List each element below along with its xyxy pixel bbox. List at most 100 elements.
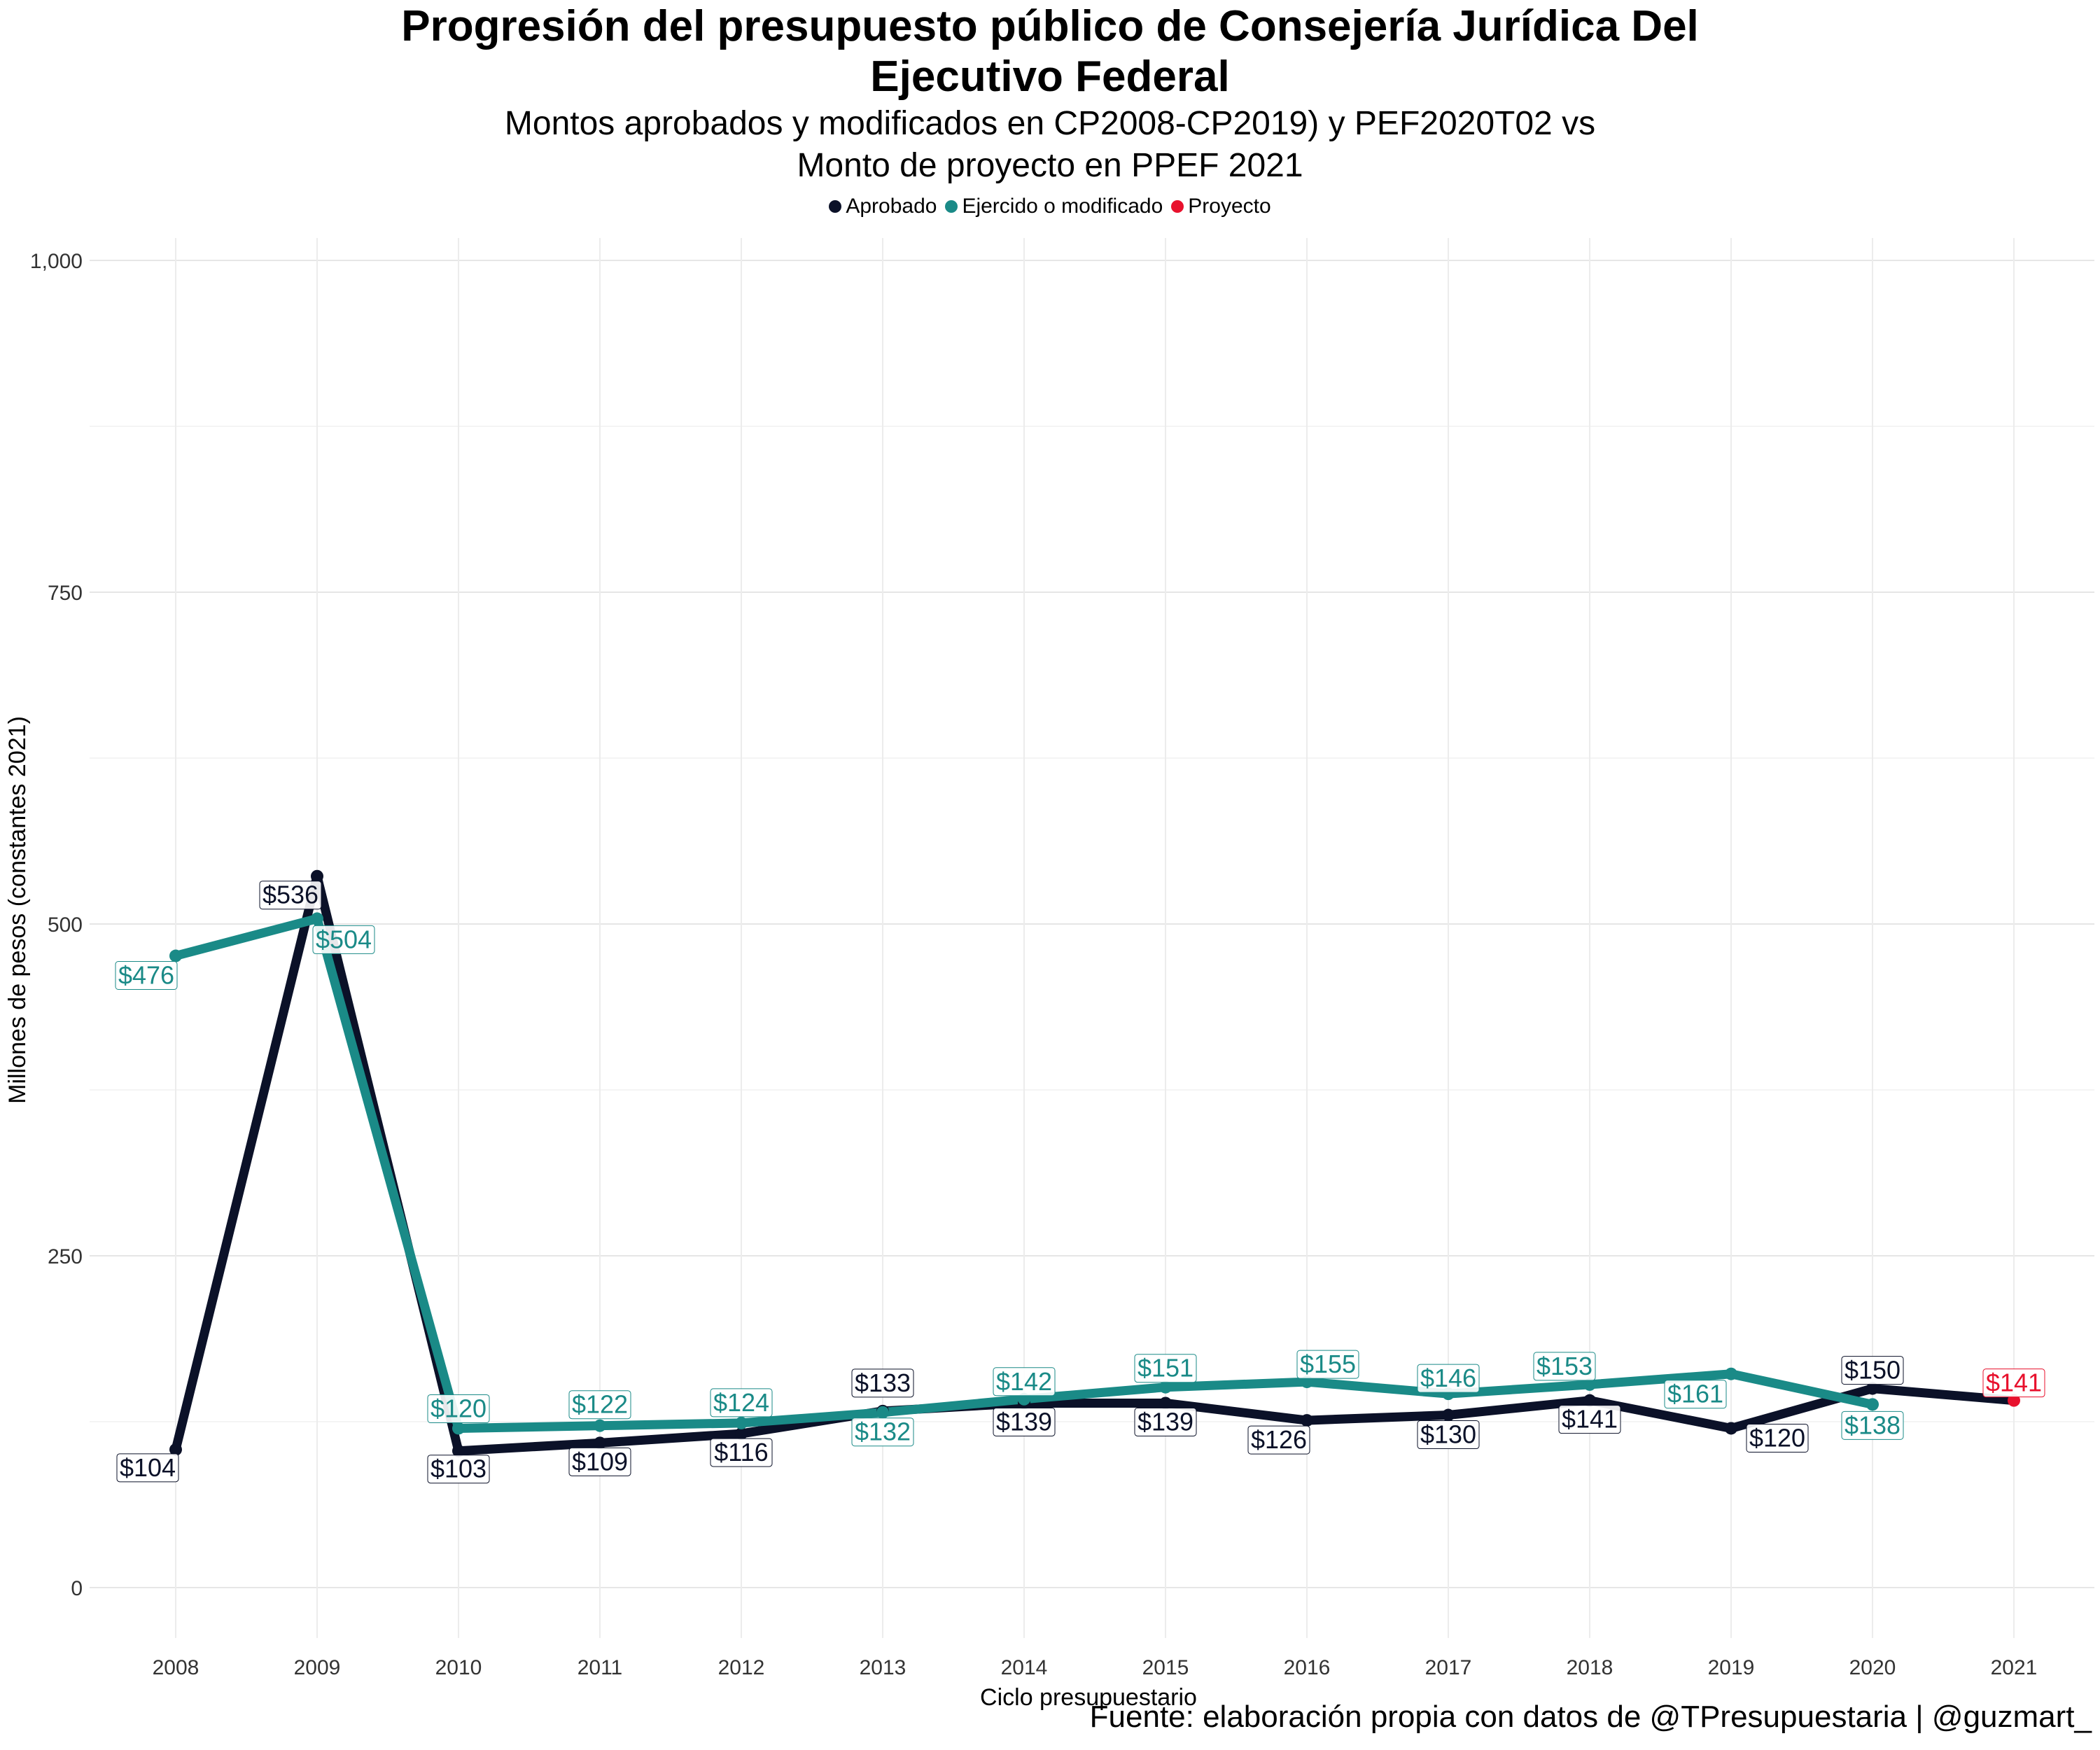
data-label-box	[993, 1367, 1056, 1396]
data-label-box	[1296, 1350, 1359, 1379]
x-tick-label: 2009	[294, 1656, 341, 1679]
data-label-box	[1134, 1354, 1197, 1383]
data-point	[1866, 1398, 1879, 1411]
data-label-box	[1417, 1364, 1480, 1393]
data-label-box	[115, 961, 178, 990]
y-tick-label: 500	[48, 913, 83, 937]
data-point	[1583, 1394, 1596, 1407]
data-point	[594, 1436, 606, 1450]
data-label: $120	[1749, 1423, 1805, 1452]
x-tick-label: 2017	[1425, 1656, 1472, 1679]
data-label: $161	[1667, 1380, 1723, 1408]
data-label-box	[427, 1394, 490, 1423]
x-tick-label: 2010	[435, 1656, 482, 1679]
data-point	[169, 1443, 182, 1456]
chart-title: Progresión del presupuesto público de Co…	[401, 2, 1699, 50]
y-tick-label: 1,000	[30, 250, 83, 273]
data-label: $139	[1138, 1407, 1194, 1436]
data-label: $103	[430, 1455, 486, 1483]
data-point	[735, 1416, 748, 1429]
legend-label-aprobado: Aprobado	[846, 195, 937, 218]
data-label: $141	[1986, 1368, 2042, 1397]
data-point	[876, 1406, 889, 1419]
legend-item-ejercido: Ejercido o modificado	[945, 195, 1163, 218]
chart-title-line-2: Ejecutivo Federal	[870, 52, 1230, 101]
data-label: $116	[714, 1438, 768, 1466]
data-label-box	[1247, 1425, 1310, 1455]
x-tick-label: 2015	[1142, 1656, 1189, 1679]
data-label: $139	[996, 1407, 1052, 1436]
data-label-box	[259, 881, 322, 910]
x-axis-label: Ciclo presupuestario	[980, 1684, 1197, 1711]
x-tick-label: 2011	[578, 1656, 623, 1679]
data-label: $124	[713, 1388, 769, 1417]
data-label: $130	[1420, 1420, 1476, 1449]
data-label: $476	[118, 961, 174, 990]
y-tick-label: 0	[71, 1577, 83, 1600]
x-tick-label: 2018	[1567, 1656, 1614, 1679]
data-point	[1725, 1422, 1737, 1435]
data-label-box	[1982, 1368, 2045, 1398]
data-label: $142	[996, 1367, 1052, 1396]
data-point	[735, 1427, 748, 1441]
data-label-box	[1664, 1380, 1727, 1409]
data-label-box	[1841, 1356, 1904, 1385]
data-label-box	[568, 1447, 631, 1476]
data-label: $138	[1844, 1410, 1900, 1439]
data-point	[452, 1422, 465, 1435]
x-tick-label: 2020	[1849, 1656, 1896, 1679]
data-label: $120	[430, 1394, 486, 1422]
data-label-box	[993, 1407, 1056, 1436]
legend: Aprobado Ejercido o modificado Proyecto	[0, 195, 2100, 218]
data-label: $504	[316, 925, 372, 953]
data-label: $104	[120, 1453, 176, 1482]
data-point	[1442, 1408, 1455, 1422]
x-tick-label: 2014	[1001, 1656, 1048, 1679]
data-point	[1725, 1367, 1737, 1380]
data-point	[169, 949, 182, 962]
x-tick-label: 2013	[860, 1656, 906, 1679]
data-label-box	[1746, 1423, 1809, 1452]
data-point	[1866, 1382, 1879, 1395]
x-tick-label: 2016	[1284, 1656, 1331, 1679]
data-label: $150	[1844, 1356, 1900, 1385]
data-label-box	[710, 1438, 773, 1467]
chart-subtitle-line-2: Monto de proyecto en PPEF 2021	[797, 147, 1303, 184]
legend-dot-ejercido	[945, 200, 958, 213]
data-label: $122	[572, 1390, 628, 1419]
data-label-box	[851, 1368, 914, 1398]
data-point	[594, 1419, 606, 1432]
chart-subtitle: Montos aprobados y modificados en CP2008…	[504, 105, 1596, 142]
data-point	[311, 869, 323, 883]
data-label: $146	[1420, 1364, 1476, 1392]
data-label: $126	[1251, 1425, 1307, 1454]
data-label-box	[1417, 1420, 1480, 1450]
axes: 0 250 500 750 1,000 2008 2009 2010 2011 2012 2013 2…	[30, 250, 2037, 1679]
data-label-box	[427, 1455, 490, 1484]
data-label-box	[568, 1390, 631, 1420]
data-label: $132	[855, 1418, 911, 1446]
data-point	[1159, 1380, 1172, 1394]
data-label-box	[312, 925, 375, 954]
data-label-box	[116, 1453, 179, 1483]
x-tick-label: 2021	[1991, 1656, 2038, 1679]
y-tick-label: 250	[48, 1245, 83, 1268]
data-label: $153	[1536, 1352, 1592, 1380]
legend-item-proyecto: Proyecto	[1171, 195, 1271, 218]
y-tick-label: 750	[48, 582, 83, 605]
legend-label-proyecto: Proyecto	[1188, 195, 1271, 218]
data-labels: $104 $536 $103 $109 $116 $133 $139 $139 $126 $130…	[115, 881, 2045, 1484]
legend-label-ejercido: Ejercido o modificado	[962, 195, 1163, 218]
data-label-box	[1533, 1352, 1596, 1381]
data-label-box	[1558, 1405, 1621, 1434]
series-lines	[171, 872, 2019, 1456]
x-tick-label: 2019	[1708, 1656, 1755, 1679]
data-label: $155	[1300, 1350, 1356, 1378]
data-label: $141	[1562, 1405, 1618, 1434]
data-label-box	[710, 1388, 773, 1418]
data-point	[1159, 1396, 1172, 1410]
data-label: $133	[855, 1368, 911, 1397]
legend-dot-aprobado	[829, 200, 842, 213]
data-point	[452, 1444, 465, 1457]
